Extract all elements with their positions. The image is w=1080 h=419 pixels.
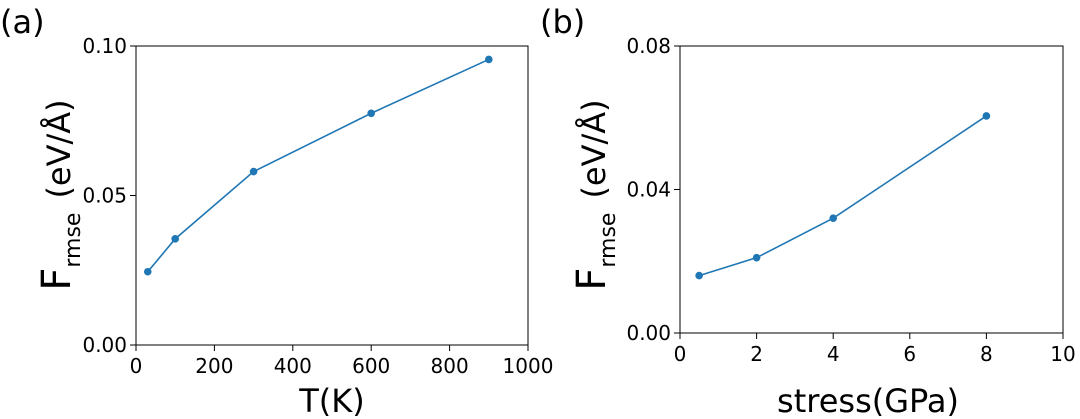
panel-b-x-axis-label: stress(GPa)	[777, 382, 959, 419]
panel-a-x-tick-label: 400	[274, 354, 312, 378]
panel-b-x-tick-label: 4	[827, 342, 840, 366]
panel-a-x-tick-label: 1000	[503, 354, 554, 378]
panel-b-x-tick-label: 0	[674, 342, 687, 366]
panel-a-data-point	[485, 55, 493, 64]
panel-b: (b) 0 2 4 6 8 10 0.00 0.04 0.08 stress(GPa) Frm…	[540, 3, 1076, 419]
panel-a-data-point	[367, 109, 376, 118]
panel-b-data-point	[982, 112, 991, 120]
panel-a-x-ticks: 0 200 400 600 800 1000	[130, 345, 554, 378]
panel-a-plot-frame	[135, 45, 529, 346]
panel-b-plot-frame	[679, 45, 1064, 334]
panel-a-series-line	[147, 58, 490, 273]
panel-b-y-tick-label: 0.00	[626, 321, 671, 345]
panel-b-y-tick-label: 0.04	[626, 178, 671, 202]
panel-b-y-axis-label: Frmse (eV/Å)	[569, 99, 621, 290]
panel-a-x-tick-label: 0	[130, 354, 143, 378]
panel-b-x-tick-label: 10	[1050, 342, 1075, 366]
panel-b-series-line	[698, 115, 987, 277]
panel-b-x-tick-label: 2	[750, 342, 763, 366]
panel-b-x-tick-label: 6	[903, 342, 916, 366]
panel-b-y-tick-label: 0.08	[626, 34, 671, 58]
panel-b-y-label-unit: (eV/Å)	[575, 99, 613, 198]
panel-a-x-tick-label: 200	[195, 354, 233, 378]
panel-a-data-point	[143, 267, 152, 276]
panel-a-x-axis-label: T(K)	[298, 382, 365, 419]
panel-a: (a) 0 200 400 600 800 1000 0.000.050.10 T(K) …	[0, 3, 553, 419]
panel-a-y-ticks: 0.00 0.05 0.10	[82, 34, 136, 357]
panel-b-data-point	[829, 214, 837, 222]
panel-b-x-ticks: 0 2 4 6 8 10	[674, 333, 1076, 366]
panel-a-label: (a)	[0, 3, 45, 41]
panel-a-y-tick-label: 0.00	[82, 333, 127, 357]
panel-a-y-label-unit: (eV/Å)	[40, 99, 78, 198]
panel-b-y-label-sub: rmse	[596, 213, 621, 268]
panel-a-y-tick-label: 0.05	[82, 184, 127, 208]
panel-a-x-tick-label: 800	[431, 354, 469, 378]
panel-b-y-ticks: 0.00 0.04 0.08	[626, 34, 680, 345]
panel-a-y-label-sub: rmse	[61, 213, 86, 268]
panel-b-data-point	[752, 253, 761, 262]
panel-a-x-tick-label: 600	[352, 354, 390, 378]
panel-b-data-point	[695, 271, 703, 280]
panel-b-label: (b)	[540, 3, 585, 41]
panel-a-data-point	[171, 235, 179, 243]
panel-a-y-label-main: F	[34, 268, 80, 291]
panel-a-points	[143, 55, 493, 276]
panel-b-x-tick-label: 8	[980, 342, 993, 366]
panel-a-y-tick-label: 0.10	[82, 34, 127, 58]
panel-b-points	[695, 112, 991, 280]
panel-b-y-label-main: F	[569, 268, 615, 291]
panel-a-data-point	[249, 167, 258, 176]
panel-a-y-axis-label: Frmse (eV/Å)	[34, 99, 86, 290]
